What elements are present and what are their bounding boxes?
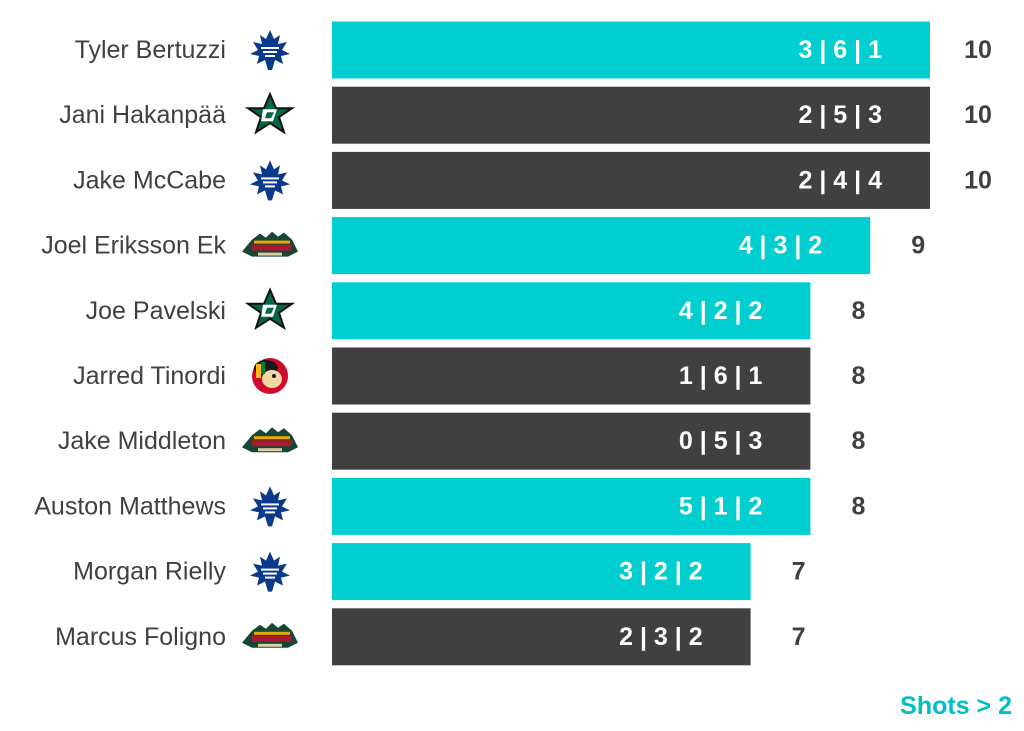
bar-row: Jarred Tinordi 1 | 6 | 1 8: [73, 347, 865, 405]
bar-total-label: 9: [911, 232, 925, 260]
bar-row: Jake Middleton 0 | 5 | 3 8: [58, 412, 865, 470]
bar: [332, 21, 930, 79]
bar: [332, 347, 811, 405]
bar-segment-label: 4 | 2 | 2: [679, 297, 762, 325]
bar-row: Jani Hakanpää 2 | 5 | 3 10: [59, 86, 992, 144]
player-name-label: Jake Middleton: [58, 427, 226, 455]
bar: [332, 477, 811, 535]
bar-total-label: 10: [964, 101, 992, 129]
bar-total-label: 10: [964, 36, 992, 64]
bar-total-label: 10: [964, 166, 992, 194]
blackhawks-logo: [252, 358, 288, 394]
bar: [332, 217, 871, 275]
player-name-label: Jarred Tinordi: [73, 362, 226, 390]
bar-segment-label: 2 | 4 | 4: [799, 166, 883, 194]
player-name-label: Jake McCabe: [73, 166, 226, 194]
bar-segment-label: 3 | 6 | 1: [799, 36, 883, 64]
player-name-label: Tyler Bertuzzi: [75, 36, 226, 64]
wild-logo: [242, 427, 298, 453]
maple-leafs-logo: [250, 551, 290, 592]
player-name-label: Auston Matthews: [34, 492, 226, 520]
bar-row: Marcus Foligno 2 | 3 | 2 7: [55, 608, 806, 666]
bar: [332, 86, 930, 144]
wild-logo: [242, 622, 298, 648]
stars-logo: [247, 93, 293, 134]
bar-row: Tyler Bertuzzi 3 | 6 | 1 10: [75, 21, 992, 79]
maple-leafs-logo: [250, 30, 290, 70]
bar-total-label: 7: [792, 558, 806, 586]
bar-total-label: 8: [851, 362, 865, 390]
player-name-label: Joel Eriksson Ek: [41, 232, 226, 260]
bar-total-label: 7: [792, 623, 806, 651]
bar: [332, 412, 811, 470]
maple-leafs-logo: [250, 160, 290, 201]
bar: [332, 151, 930, 209]
player-name-label: Joe Pavelski: [86, 297, 226, 325]
player-name-label: Jani Hakanpää: [59, 101, 226, 129]
bar-row: Joel Eriksson Ek 4 | 3 | 2 9: [41, 217, 925, 275]
maple-leafs-logo: [250, 486, 290, 527]
bar: [332, 282, 811, 340]
bar-row: Jake McCabe 2 | 4 | 4 10: [73, 151, 992, 209]
bar: [332, 608, 751, 666]
bar-total-label: 8: [851, 427, 865, 455]
bar-row: Auston Matthews 5 | 1 | 2 8: [34, 477, 865, 535]
bar-segment-label: 2 | 3 | 2: [619, 623, 702, 651]
player-name-label: Marcus Foligno: [55, 623, 226, 651]
bar-segment-label: 2 | 5 | 3: [799, 101, 882, 129]
wild-logo: [242, 231, 298, 257]
bar-row: Joe Pavelski 4 | 2 | 2 8: [86, 282, 865, 340]
shots-threshold-note: Shots > 2: [900, 692, 1012, 720]
bar-segment-label: 3 | 2 | 2: [619, 558, 702, 586]
bar-segment-label: 0 | 5 | 3: [679, 427, 762, 455]
bar-segment-label: 5 | 1 | 2: [679, 492, 762, 520]
bar-segment-label: 4 | 3 | 2: [739, 232, 822, 260]
bar: [332, 543, 751, 601]
bar-total-label: 8: [851, 297, 865, 325]
bar-segment-label: 1 | 6 | 1: [679, 362, 763, 390]
player-name-label: Morgan Rielly: [73, 558, 226, 586]
stars-logo: [247, 288, 293, 329]
bar-total-label: 8: [851, 492, 865, 520]
bar-row: Morgan Rielly 3 | 2 | 2 7: [73, 543, 806, 601]
